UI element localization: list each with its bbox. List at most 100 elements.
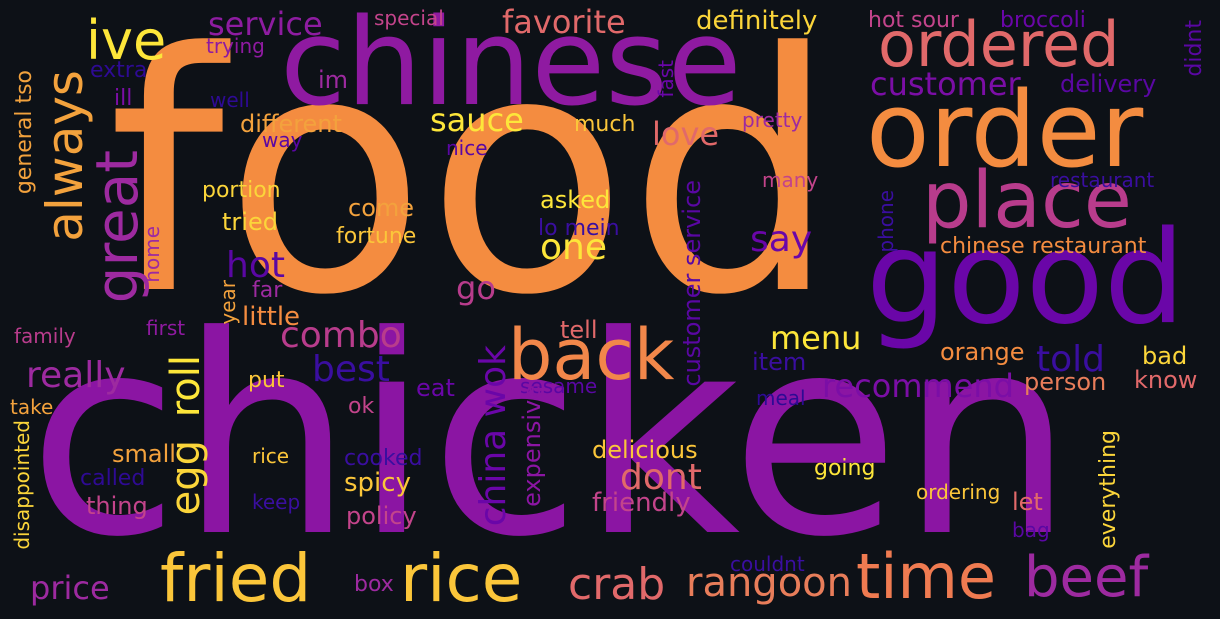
word-service: service xyxy=(208,5,323,43)
word-tell: tell xyxy=(560,316,598,344)
word-way: way xyxy=(262,128,303,152)
word-spicy: spicy xyxy=(344,468,411,498)
word-first: first xyxy=(146,316,186,340)
word-let: let xyxy=(1012,488,1043,516)
word-chicken: chicken xyxy=(28,277,1075,597)
word-rice: rice xyxy=(252,444,290,468)
word-friendly: friendly xyxy=(592,488,691,518)
word-item: item xyxy=(752,348,807,376)
word-hot: hot xyxy=(226,245,285,286)
word-chinese: chinese xyxy=(280,0,742,133)
word-china-wok: china wok xyxy=(473,345,514,527)
word-year: year xyxy=(216,280,240,325)
word-sesame: sesame xyxy=(520,374,598,398)
word-definitely: definitely xyxy=(696,6,818,36)
word-delivery: delivery xyxy=(1060,70,1157,98)
word-little: little xyxy=(242,302,301,332)
word-food: food xyxy=(108,0,838,367)
word-bad: bad xyxy=(1142,342,1188,370)
word-combo: combo xyxy=(280,315,402,356)
word-keep: keep xyxy=(252,490,301,514)
word-didnt: didnt xyxy=(1182,20,1207,77)
word-box: box xyxy=(354,572,394,597)
word-love: love xyxy=(652,115,720,153)
word-phone: phone xyxy=(874,190,898,253)
word-best: best xyxy=(312,349,390,390)
word-great: great xyxy=(83,150,151,304)
word-recommend: recommend xyxy=(822,367,1014,405)
word-menu: menu xyxy=(770,319,862,357)
word-put: put xyxy=(248,368,285,393)
word-many: many xyxy=(762,168,819,192)
word-pretty: pretty xyxy=(742,108,803,132)
word-time: time xyxy=(856,540,997,613)
word-place: place xyxy=(922,156,1132,246)
word-fast: fast xyxy=(654,60,678,98)
word-special: special xyxy=(374,6,444,30)
word-bag: bag xyxy=(1012,518,1050,542)
word-favorite: favorite xyxy=(502,3,626,41)
word-ordered: ordered xyxy=(878,8,1120,81)
word-ive: ive xyxy=(86,9,167,72)
word-thing: thing xyxy=(86,492,148,520)
word-family: family xyxy=(14,324,76,348)
word-much: much xyxy=(574,112,636,137)
word-restaurant: restaurant xyxy=(1050,168,1155,192)
word-general-tso: general tso xyxy=(12,70,37,195)
word-ordering: ordering xyxy=(916,480,1001,504)
word-small: small xyxy=(112,440,176,468)
word-expensive: expensive xyxy=(518,385,546,507)
word-called: called xyxy=(80,466,146,491)
word-customer: customer xyxy=(870,65,1021,103)
word-lo-mein: lo mein xyxy=(538,216,620,241)
word-far: far xyxy=(252,278,283,303)
word-beef: beef xyxy=(1024,545,1149,610)
word-portion: portion xyxy=(202,178,281,203)
word-home: home xyxy=(140,226,164,283)
word-cooked: cooked xyxy=(344,446,423,471)
word-crab: crab xyxy=(568,559,666,610)
word-policy: policy xyxy=(346,502,417,530)
word-know: know xyxy=(1134,366,1198,394)
word-told: told xyxy=(1036,339,1105,380)
word-well: well xyxy=(210,88,250,112)
word-orange: orange xyxy=(940,338,1025,366)
word-one: one xyxy=(540,227,607,268)
word-rangoon: rangoon xyxy=(686,560,852,606)
word-order: order xyxy=(866,69,1144,191)
word-sauce: sauce xyxy=(430,101,524,139)
word-asked: asked xyxy=(540,186,611,214)
word-take: take xyxy=(10,395,54,419)
word-going: going xyxy=(814,456,876,481)
word-come: come xyxy=(348,194,415,222)
word-dont: dont xyxy=(620,457,702,498)
word-customer-service: customer service xyxy=(678,180,706,387)
word-tried: tried xyxy=(222,208,278,236)
word-hot-sour: hot sour xyxy=(868,8,959,33)
word-say: say xyxy=(750,219,813,260)
word-good: good xyxy=(866,204,1186,353)
word-really: really xyxy=(26,355,126,396)
word-chinese-restaurant: chinese restaurant xyxy=(940,234,1147,259)
word-couldnt: couldnt xyxy=(730,552,805,576)
word-everything: everything xyxy=(1096,430,1121,549)
word-trying: trying xyxy=(206,34,265,58)
word-price: price xyxy=(30,569,110,607)
word-fortune: fortune xyxy=(336,224,417,249)
word-ok: ok xyxy=(348,394,375,419)
word-eat: eat xyxy=(416,374,455,402)
word-im: im xyxy=(318,66,349,94)
word-fried: fried xyxy=(160,540,312,617)
word-nice: nice xyxy=(446,136,488,160)
word-disappointed: disappointed xyxy=(10,420,34,550)
word-extra: extra xyxy=(90,58,148,83)
word-rice: rice xyxy=(400,540,523,617)
word-different: different xyxy=(240,110,342,138)
word-person: person xyxy=(1024,368,1107,396)
word-roll: roll xyxy=(163,355,209,418)
word-ill: ill xyxy=(114,86,133,111)
word-broccoli: broccoli xyxy=(1000,8,1086,33)
word-go: go xyxy=(456,269,496,307)
word-back: back xyxy=(508,314,675,396)
